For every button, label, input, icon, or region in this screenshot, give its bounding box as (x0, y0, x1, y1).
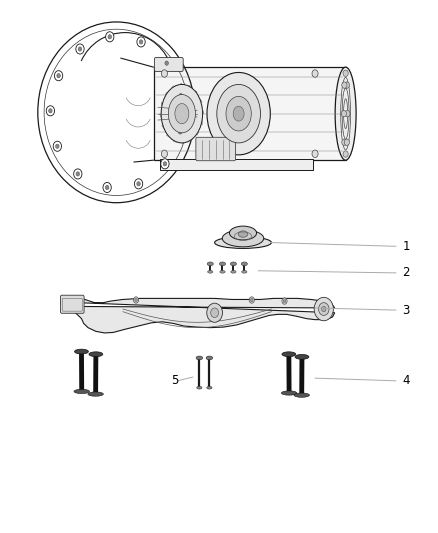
Circle shape (344, 139, 350, 146)
Circle shape (139, 40, 143, 44)
Circle shape (74, 169, 82, 179)
Ellipse shape (196, 356, 203, 360)
Text: 3: 3 (403, 304, 410, 317)
Ellipse shape (281, 391, 297, 395)
Ellipse shape (231, 270, 236, 273)
Ellipse shape (207, 262, 213, 266)
Circle shape (251, 298, 253, 302)
Ellipse shape (219, 262, 226, 266)
Circle shape (137, 182, 140, 186)
Circle shape (134, 179, 143, 189)
Circle shape (345, 110, 350, 117)
Circle shape (312, 70, 318, 77)
Ellipse shape (197, 386, 202, 389)
Ellipse shape (230, 262, 237, 266)
Circle shape (135, 298, 138, 302)
Circle shape (161, 70, 167, 77)
Circle shape (106, 185, 109, 190)
Circle shape (56, 144, 59, 148)
Circle shape (161, 150, 167, 158)
Circle shape (49, 109, 52, 113)
Circle shape (165, 61, 169, 65)
Circle shape (46, 106, 55, 116)
Ellipse shape (282, 352, 296, 357)
Ellipse shape (89, 352, 103, 357)
Circle shape (342, 82, 347, 88)
Ellipse shape (238, 231, 248, 237)
Polygon shape (64, 298, 335, 333)
Ellipse shape (74, 389, 89, 393)
Text: 2: 2 (403, 266, 410, 279)
Ellipse shape (220, 270, 225, 273)
FancyBboxPatch shape (196, 138, 236, 161)
Ellipse shape (206, 356, 213, 360)
Circle shape (312, 150, 318, 158)
Circle shape (318, 303, 329, 316)
FancyBboxPatch shape (160, 159, 313, 169)
Circle shape (249, 297, 254, 303)
Ellipse shape (295, 354, 309, 359)
Circle shape (106, 32, 114, 42)
Circle shape (207, 303, 223, 322)
Ellipse shape (88, 392, 103, 396)
Ellipse shape (207, 386, 212, 389)
Circle shape (343, 151, 348, 157)
Text: 1: 1 (403, 240, 410, 253)
Ellipse shape (230, 226, 257, 240)
Text: 5: 5 (171, 374, 178, 387)
Circle shape (177, 91, 185, 101)
Ellipse shape (294, 393, 310, 397)
Circle shape (137, 37, 145, 47)
Circle shape (341, 110, 346, 117)
Circle shape (282, 298, 287, 304)
Ellipse shape (335, 67, 356, 160)
FancyBboxPatch shape (154, 58, 183, 71)
Ellipse shape (215, 237, 272, 248)
Circle shape (176, 127, 184, 137)
Circle shape (76, 172, 80, 176)
Ellipse shape (217, 84, 261, 143)
Ellipse shape (222, 230, 264, 247)
Circle shape (342, 139, 347, 146)
Circle shape (343, 70, 348, 76)
Ellipse shape (233, 106, 244, 121)
Ellipse shape (242, 270, 247, 273)
Ellipse shape (74, 349, 88, 354)
Circle shape (162, 58, 171, 68)
Circle shape (283, 300, 286, 303)
Ellipse shape (161, 84, 203, 143)
Circle shape (211, 308, 219, 318)
Circle shape (54, 71, 63, 81)
Circle shape (78, 47, 82, 51)
Circle shape (161, 159, 169, 169)
Circle shape (108, 35, 112, 39)
Circle shape (179, 93, 183, 98)
Circle shape (103, 182, 111, 192)
Ellipse shape (208, 270, 213, 273)
Circle shape (134, 297, 139, 303)
Ellipse shape (175, 103, 189, 124)
Ellipse shape (168, 94, 195, 133)
Circle shape (53, 141, 61, 151)
Ellipse shape (207, 72, 270, 155)
Text: 4: 4 (403, 374, 410, 387)
Circle shape (178, 130, 182, 134)
Circle shape (344, 82, 350, 88)
Ellipse shape (241, 262, 247, 266)
Circle shape (57, 74, 60, 78)
FancyBboxPatch shape (153, 67, 346, 160)
FancyBboxPatch shape (60, 295, 84, 313)
Ellipse shape (226, 96, 251, 131)
Circle shape (76, 44, 84, 54)
Circle shape (321, 306, 326, 312)
Circle shape (314, 297, 333, 321)
Circle shape (163, 161, 167, 166)
